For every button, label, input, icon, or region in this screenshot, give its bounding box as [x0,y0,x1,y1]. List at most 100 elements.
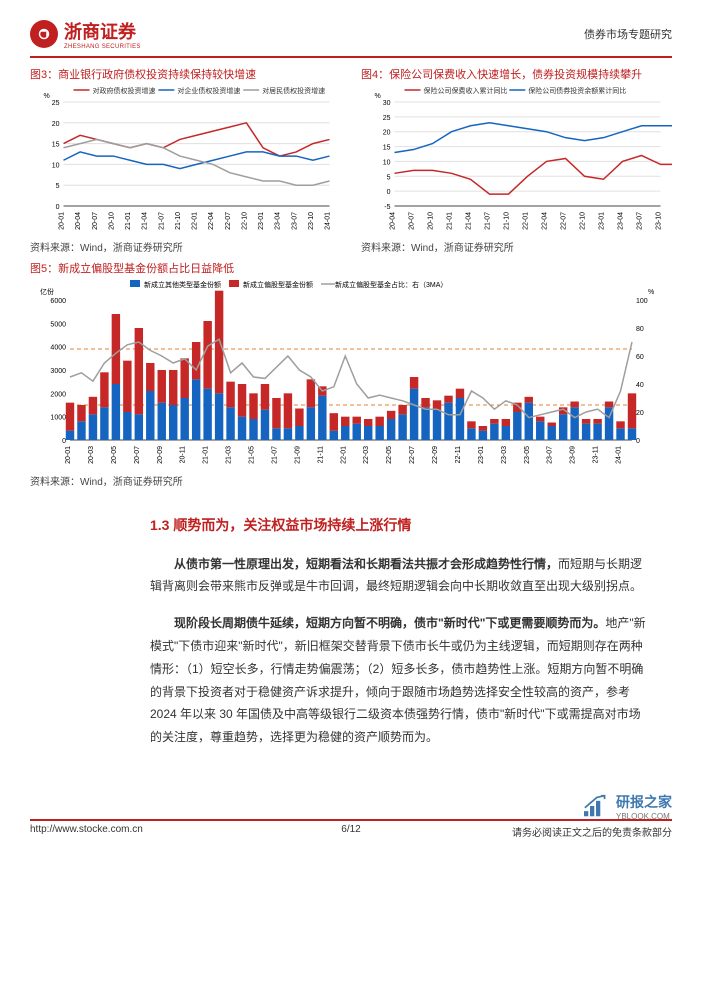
chart-4-source: 资料来源：Wind，浙商证券研究所 [361,239,672,254]
svg-text:22-01: 22-01 [523,212,530,230]
svg-text:新成立其他类型基金份额: 新成立其他类型基金份额 [144,280,221,289]
svg-text:20-07: 20-07 [134,446,141,464]
chart-4-svg: 保险公司保费收入累计同比保险公司债券投资余额累计同比%-505101520253… [361,84,672,234]
svg-text:23-01: 23-01 [599,212,606,230]
svg-text:15: 15 [383,145,391,152]
svg-text:新成立偏股型基金份额: 新成立偏股型基金份额 [243,280,313,289]
brand-name: 浙商证券 [64,18,141,44]
svg-text:5000: 5000 [50,321,66,328]
svg-text:24-01: 24-01 [616,446,623,464]
svg-text:对居民债权投资增速: 对居民债权投资增速 [262,86,325,95]
svg-text:21-07: 21-07 [271,446,278,464]
watermark-icon [582,794,610,818]
svg-text:对企业债权投资增速: 对企业债权投资增速 [177,86,240,95]
svg-text:23-11: 23-11 [593,446,600,463]
svg-text:20-10: 20-10 [108,212,115,230]
footer-disclaimer: 请务必阅读正文之后的免责条款部分 [512,824,672,839]
svg-text:20-04: 20-04 [390,212,397,230]
svg-text:10: 10 [52,162,60,169]
svg-text:20: 20 [383,130,391,137]
svg-text:20-07: 20-07 [92,212,99,230]
svg-text:15: 15 [52,142,60,149]
svg-text:新成立偏股型基金占比：右（3MA）: 新成立偏股型基金占比：右（3MA） [335,280,447,289]
svg-text:22-07: 22-07 [225,212,232,230]
svg-text:20-01: 20-01 [59,212,66,230]
svg-text:21-10: 21-10 [504,212,511,230]
svg-text:22-09: 22-09 [432,446,439,464]
svg-text:23-05: 23-05 [524,446,531,464]
svg-text:22-10: 22-10 [580,212,587,230]
svg-text:23-07: 23-07 [291,212,298,230]
svg-text:21-05: 21-05 [249,446,256,464]
header-section: 债券市场专题研究 [584,26,672,42]
svg-text:21-04: 21-04 [466,212,473,230]
svg-text:22-03: 22-03 [363,446,370,464]
svg-text:5: 5 [56,183,60,190]
watermark: 研报之家 YBLOOK.COM [582,792,672,821]
svg-text:25: 25 [383,115,391,122]
svg-text:0: 0 [636,438,640,445]
svg-text:亿份: 亿份 [40,287,54,296]
svg-text:23-01: 23-01 [478,446,485,464]
svg-text:21-01: 21-01 [447,212,454,230]
svg-text:%: % [648,289,654,296]
chart-4-title: 图4：保险公司保费收入快速增长，债券投资规模持续攀升 [361,66,672,82]
svg-text:22-10: 22-10 [241,212,248,230]
svg-text:21-11: 21-11 [317,446,324,463]
chart-3: 图3：商业银行政府债权投资持续保持较快增速 对政府债权投资增速对企业债权投资增速… [30,66,341,260]
chart-3-source: 资料来源：Wind，浙商证券研究所 [30,239,341,254]
svg-text:24-01: 24-01 [325,212,332,230]
svg-text:80: 80 [636,326,644,333]
svg-text:21-10: 21-10 [175,212,182,230]
svg-text:22-04: 22-04 [542,212,549,230]
chart-4: 图4：保险公司保费收入快速增长，债券投资规模持续攀升 保险公司保费收入累计同比 保… [361,66,672,260]
svg-text:3000: 3000 [50,368,66,375]
svg-text:20-10: 20-10 [428,212,435,230]
para-1-bold: 从债市第一性原理出发，短期看法和长期看法共振才会形成趋势性行情， [174,557,558,571]
svg-text:对政府债权投资增速: 对政府债权投资增速 [93,86,156,95]
svg-text:22-07: 22-07 [409,446,416,464]
chart-5-source: 资料来源：Wind，浙商证券研究所 [30,473,672,488]
brand-subname: ZHESHANG SECURITIES [64,44,141,50]
svg-text:100: 100 [636,298,648,305]
svg-text:22-04: 22-04 [208,212,215,230]
svg-text:22-05: 22-05 [386,446,393,464]
svg-text:%: % [44,93,50,100]
svg-text:21-01: 21-01 [203,446,210,464]
svg-text:20-09: 20-09 [157,446,164,464]
svg-text:2000: 2000 [50,391,66,398]
svg-text:23-09: 23-09 [570,446,577,464]
svg-text:保险公司债券投资余额累计同比: 保险公司债券投资余额累计同比 [528,86,626,95]
svg-text:10: 10 [383,159,391,166]
svg-text:20-03: 20-03 [88,446,95,464]
footer-url: http://www.stocke.com.cn [30,824,143,839]
svg-text:22-01: 22-01 [192,212,199,230]
svg-text:4000: 4000 [50,345,66,352]
svg-text:23-04: 23-04 [618,212,625,230]
svg-text:6000: 6000 [50,298,66,305]
svg-text:21-04: 21-04 [142,212,149,230]
svg-text:30: 30 [383,100,391,107]
svg-text:20-11: 20-11 [180,446,187,463]
svg-text:23-03: 23-03 [501,446,508,464]
svg-text:60: 60 [636,354,644,361]
svg-text:21-07: 21-07 [485,212,492,230]
svg-text:21-09: 21-09 [294,446,301,464]
chart-5-svg: 新成立其他类型基金份额 新成立偏股型基金份额 新成立偏股型基金占比：右（3MA） 亿份… [30,278,672,468]
svg-text:22-01: 22-01 [340,446,347,464]
svg-text:20-01: 20-01 [65,446,72,464]
para-2-rest: 地产"新模式"下债市迎来"新时代"，新旧框架交替背景下债市长牛或仍为主线逻辑，而… [150,616,646,744]
svg-text:5: 5 [387,174,391,181]
page-header: 浙商证券 ZHESHANG SECURITIES 债券市场专题研究 [30,18,672,58]
svg-text:23-07: 23-07 [547,446,554,464]
svg-text:23-10: 23-10 [656,212,663,230]
svg-text:保险公司保费收入累计同比: 保险公司保费收入累计同比 [424,86,508,95]
body-text: 1.3 顺势而为，关注权益市场持续上涨行情 从债市第一性原理出发，短期看法和长期… [150,512,652,749]
svg-text:23-10: 23-10 [308,212,315,230]
chart-5: 图5：新成立偏股型基金份额占比日益降低 新成立其他类型基金份额新成立偏股型基金份… [30,260,672,488]
svg-text:22-11: 22-11 [455,446,462,463]
chart-3-svg: 对政府债权投资增速对企业债权投资增速对居民债权投资增速%051015202520… [30,84,341,234]
svg-text:21-07: 21-07 [158,212,165,230]
svg-text:20: 20 [636,410,644,417]
para-2: 现阶段长周期债牛延续，短期方向暂不明确，债市"新时代"下或更需要顺势而为。地产"… [150,612,652,749]
